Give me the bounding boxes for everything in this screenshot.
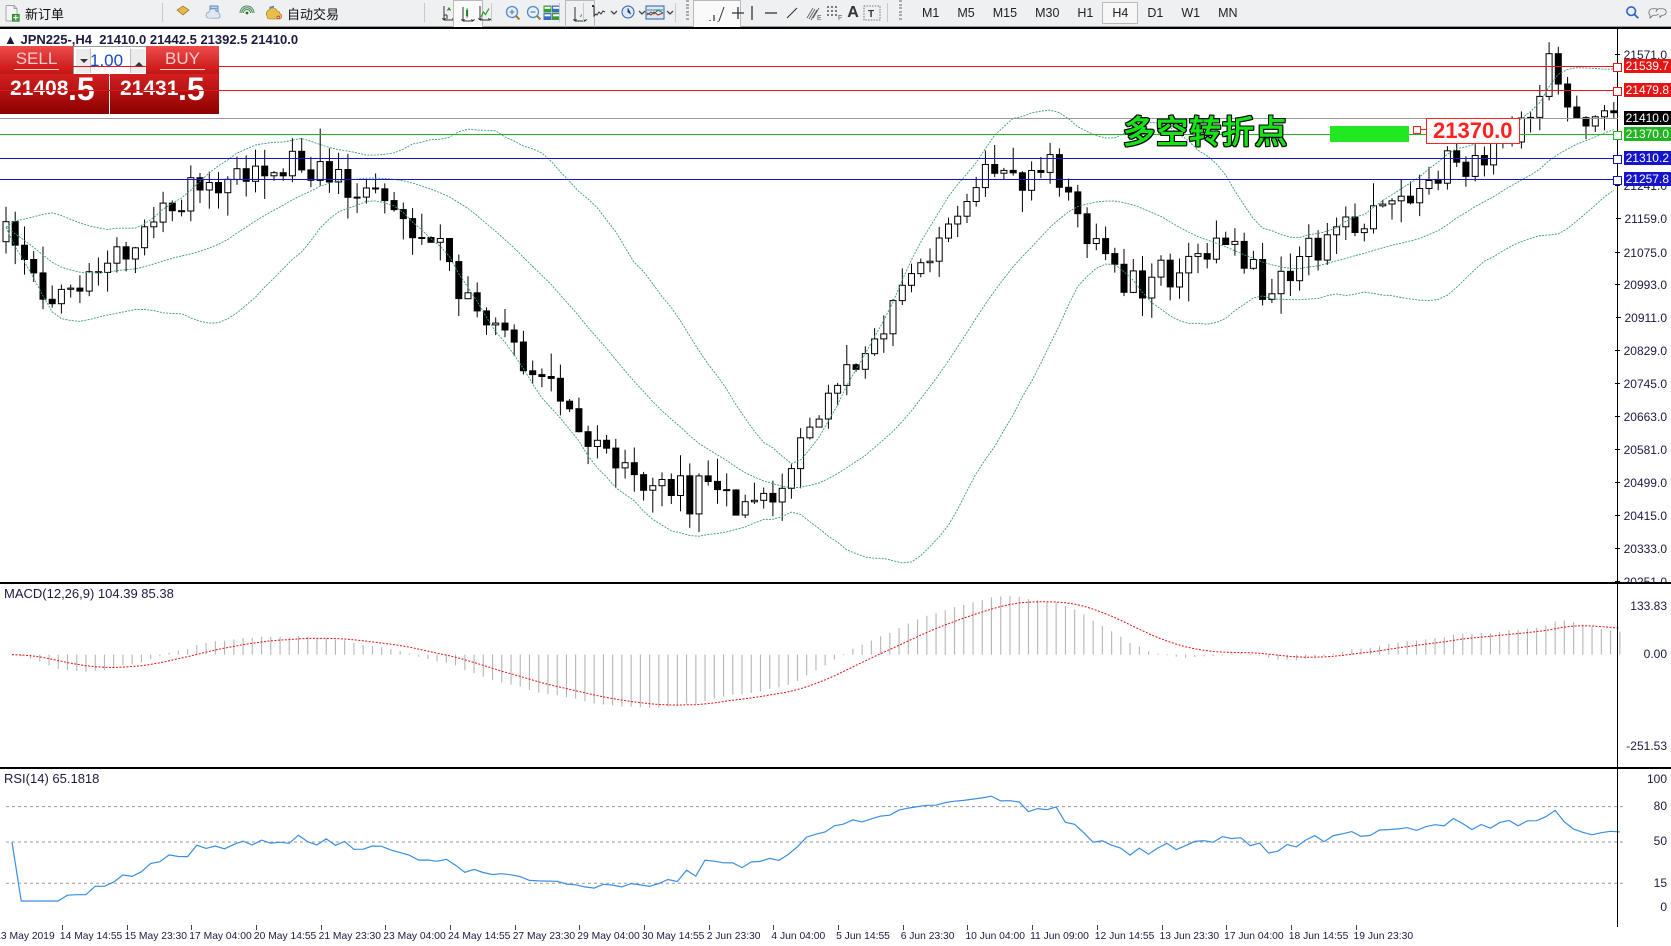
svg-text:T: T: [868, 9, 874, 20]
